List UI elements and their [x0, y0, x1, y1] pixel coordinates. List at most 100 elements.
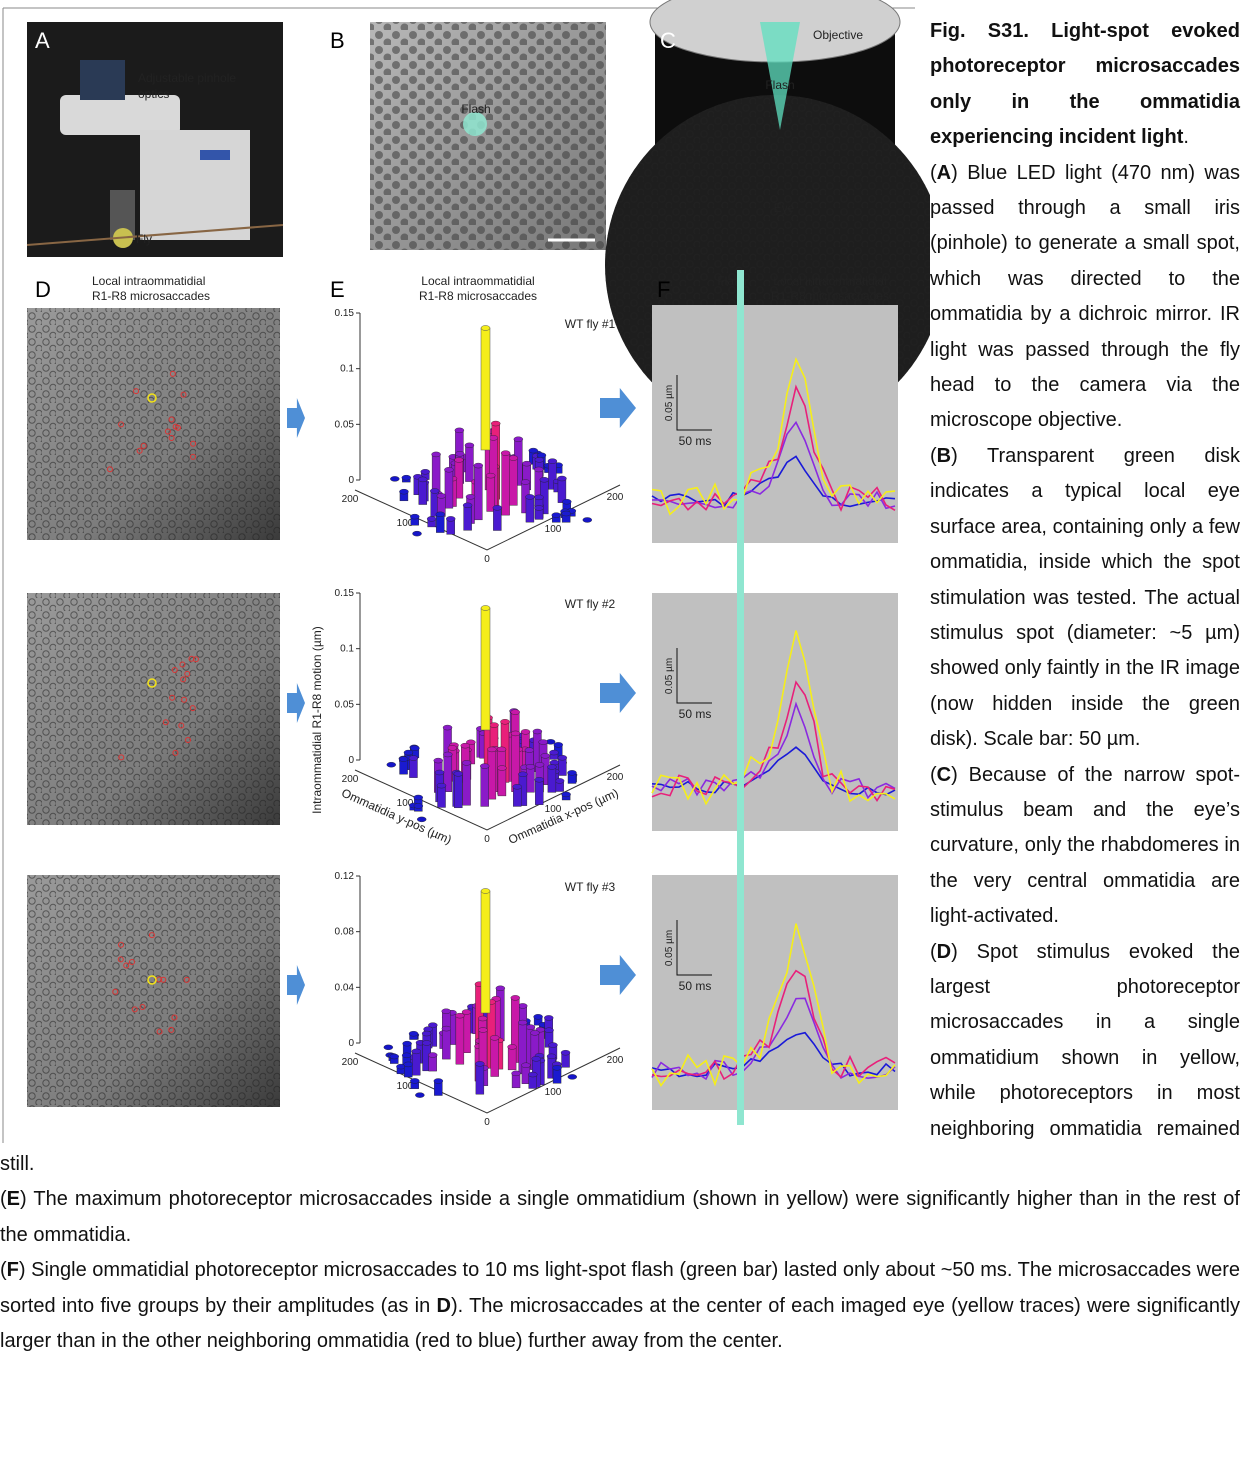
- arrow: [287, 683, 305, 723]
- scale-label: 50 ms: [679, 979, 712, 993]
- cylinder-top: [436, 493, 447, 499]
- label: Local intraommatidial: [773, 274, 886, 288]
- cylinder-top: [534, 777, 545, 783]
- label: Flash: [461, 102, 490, 116]
- cylinder-top: [401, 474, 412, 481]
- cylinder-top: [510, 709, 520, 715]
- ommatidium-marker: [168, 416, 175, 423]
- trace: [651, 630, 896, 806]
- cylinder-top: [485, 472, 496, 479]
- cylinder-top: [453, 771, 464, 777]
- cylinder: [511, 733, 520, 792]
- caption-text: (: [930, 763, 937, 786]
- cylinder-top: [518, 1019, 528, 1026]
- cylinder-top: [489, 1035, 500, 1041]
- caption-text: ) Because of the narrow spot-stimulus be…: [930, 763, 1240, 928]
- cylinder-top: [544, 1027, 554, 1033]
- tick-label: 100: [397, 518, 414, 529]
- cylinder-top: [402, 1040, 412, 1047]
- ommatidium-marker: [118, 421, 125, 428]
- ommatidium-marker: [180, 391, 187, 398]
- scale-label: 0.05 µm: [664, 658, 675, 694]
- tick-label: 100: [545, 1087, 562, 1098]
- ommatidium-marker: [112, 988, 119, 995]
- tick-label: 0.05: [335, 699, 355, 710]
- trace: [651, 701, 896, 800]
- arrow: [600, 673, 636, 713]
- tick-label: 100: [397, 1081, 414, 1092]
- cylinder-top: [552, 1065, 562, 1071]
- cylinder-top: [454, 427, 465, 434]
- eye-image: [27, 875, 280, 1107]
- tick-label: 0: [348, 1038, 354, 1049]
- caption-paragraph: (A) Blue LED light (470 nm) was passed t…: [0, 156, 1240, 439]
- figure-graphics: A Adjustable pinhole optics Fly B Flash C Objec…: [2, 0, 930, 1143]
- ommatidium-marker: [117, 941, 124, 948]
- cylinder-top: [492, 505, 503, 511]
- tick-label: 0.05: [335, 419, 355, 430]
- cylinder-top: [390, 476, 400, 482]
- cylinder-top: [478, 1027, 488, 1033]
- cylinder: [507, 1046, 517, 1071]
- ommatidium-marker: [148, 932, 155, 939]
- ommatidium-marker: [164, 428, 171, 435]
- cylinder-top: [540, 753, 551, 759]
- cylinder-top: [487, 746, 497, 753]
- cylinder-top: [534, 762, 545, 768]
- cylinder: [463, 505, 472, 531]
- cylinder: [547, 766, 557, 793]
- cylinder-top: [551, 512, 561, 518]
- cylinder-top: [546, 1053, 557, 1060]
- trace-panel: [652, 305, 898, 543]
- ommatidium-marker: [190, 440, 197, 447]
- cylinder-top: [562, 499, 572, 505]
- caption-text: (: [0, 1188, 7, 1211]
- axis: [354, 764, 621, 831]
- cylinder-top: [465, 494, 476, 500]
- panel-letter: D: [35, 277, 51, 302]
- tick-label: 200: [342, 494, 359, 505]
- cylinder-top: [525, 1024, 536, 1030]
- cylinder-top: [539, 477, 550, 483]
- cylinder-top: [434, 769, 445, 776]
- caption-paragraph: (E) The maximum photoreceptor microsacca…: [0, 1182, 1240, 1253]
- ommatidium-marker: [190, 453, 197, 460]
- ommatidium-marker: [169, 694, 176, 701]
- tick-label: 0: [484, 834, 490, 845]
- label: Fly: [136, 232, 152, 246]
- caption-text: ). The microsaccades at the center of ea…: [0, 1294, 1241, 1353]
- label: Local intraommatidial: [421, 274, 534, 288]
- ommatidium-marker: [123, 962, 130, 969]
- tick-label: 0.08: [335, 927, 355, 938]
- cylinder-top: [418, 476, 428, 483]
- caption-text: D: [436, 1294, 451, 1317]
- trace: [651, 969, 896, 1081]
- cylinder: [444, 469, 454, 509]
- caption-text: (: [930, 940, 937, 963]
- ommatidium-marker: [188, 655, 195, 662]
- cylinder-top: [531, 1056, 541, 1062]
- label: Flash: [765, 78, 794, 92]
- cylinder-top: [423, 1026, 433, 1032]
- ommatidium-marker: [129, 958, 136, 965]
- caption-text: (: [930, 161, 937, 184]
- label: R1-R8 microsaccades: [419, 289, 537, 303]
- cylinder-top: [567, 770, 577, 776]
- cylinder: [501, 452, 510, 516]
- cylinder-top: [522, 460, 532, 467]
- cylinder-top: [488, 435, 499, 441]
- cylinder-top: [513, 436, 524, 442]
- cylinder-top: [420, 469, 430, 475]
- panel-letter: B: [330, 28, 345, 53]
- cylinder-top: [525, 494, 535, 500]
- caption-text: (: [0, 1259, 7, 1282]
- tick-label: 0.15: [335, 588, 355, 599]
- caption-paragraph: Fig. S31. Light-spot evoked photorecepto…: [0, 14, 1240, 156]
- cylinder-top: [386, 762, 396, 768]
- cylinder-top: [547, 764, 557, 770]
- cylinder: [535, 779, 544, 805]
- cylinder-top: [399, 488, 409, 495]
- cylinder-top: [412, 530, 422, 537]
- photo-a: [26, 22, 284, 257]
